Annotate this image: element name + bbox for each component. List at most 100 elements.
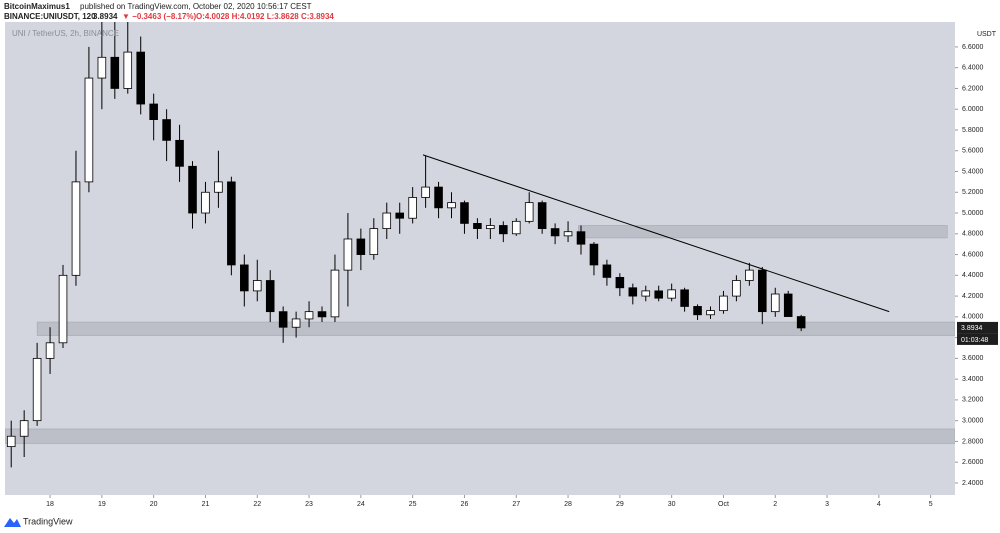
candle-body	[278, 311, 288, 328]
plot-area	[5, 22, 955, 468]
candle-body	[524, 202, 534, 222]
candle-body	[110, 56, 120, 89]
candle-body	[693, 306, 702, 316]
x-tick-label: 18	[46, 501, 54, 508]
zone	[578, 225, 948, 239]
candle-body	[149, 103, 158, 120]
candle-body	[770, 293, 780, 313]
x-tick-label: Oct	[718, 501, 729, 508]
price-axis	[955, 22, 1000, 495]
x-tick-label: 2	[773, 501, 777, 508]
candle-body	[680, 289, 689, 307]
y-tick-label: 3.2000	[962, 397, 984, 404]
candle-body	[563, 231, 573, 237]
candle-body	[201, 191, 210, 214]
candle-body	[732, 280, 741, 297]
y-tick-label: 2.8000	[962, 438, 984, 445]
candle-body	[97, 56, 107, 79]
candle-body	[628, 287, 638, 297]
last-price-box	[957, 321, 998, 334]
countdown-box	[957, 333, 998, 345]
y-tick-label: 2.4000	[962, 480, 984, 487]
candle-body	[796, 316, 806, 329]
candle-body	[6, 435, 16, 448]
x-tick-label: 21	[202, 501, 210, 508]
y-tick-label: 5.0000	[962, 210, 984, 217]
candle-body	[58, 274, 68, 344]
zone	[36, 321, 955, 336]
candle-body	[71, 181, 81, 276]
candle-body	[460, 202, 469, 224]
candle-body	[84, 77, 94, 183]
symbol: BINANCE:UNIUSDT, 120	[4, 12, 96, 21]
y-tick-label: 5.2000	[962, 189, 984, 196]
y-tick-label: 3.4000	[962, 376, 984, 383]
candle-body	[511, 220, 521, 235]
candle-body	[667, 289, 676, 299]
y-tick-label: 6.2000	[962, 85, 984, 92]
candle-body	[214, 181, 223, 193]
candle-body	[162, 119, 171, 141]
brand-logo	[4, 518, 21, 527]
y-tick-label: 4.2000	[962, 293, 984, 300]
candle-body	[602, 264, 612, 278]
plot-background	[5, 22, 955, 495]
published: published on TradingView.com, October 02…	[80, 2, 312, 11]
last-price-label: 3.8934	[961, 325, 983, 332]
ohlc: O:4.0028 H:4.0192 L:3.8628 C:3.8934	[196, 12, 334, 21]
candle-body	[382, 212, 392, 230]
price: 3.8934	[93, 12, 118, 21]
author: BitcoinMaximus1	[4, 2, 70, 11]
candle-body	[188, 165, 197, 214]
candle-body	[486, 225, 495, 230]
x-tick-label: 4	[877, 501, 881, 508]
candle-body	[706, 310, 715, 316]
candle-body	[758, 269, 767, 313]
candle-body	[304, 311, 314, 320]
candle-body	[330, 269, 340, 318]
change: ▼ −0.3463 (−8.17%)	[122, 12, 197, 21]
legend: UNI / TetherUS, 2h, BINANCE	[12, 29, 119, 38]
brand: TradingView	[23, 516, 73, 526]
candle-body	[45, 342, 55, 359]
y-tick-label: 4.0000	[962, 314, 984, 321]
y-tick-label: 4.8000	[962, 231, 984, 238]
candle-body	[434, 186, 443, 209]
y-tick-label: 4.6000	[962, 251, 984, 258]
x-tick-label: 22	[253, 501, 261, 508]
x-tick-label: 28	[564, 501, 572, 508]
x-tick-label: 19	[98, 501, 106, 508]
y-tick-label: 2.6000	[962, 459, 984, 466]
x-tick-label: 30	[668, 501, 676, 508]
x-tick-label: 3	[825, 501, 829, 508]
zone	[5, 428, 955, 444]
candle-body	[408, 197, 417, 219]
y-tick-label: 6.6000	[962, 44, 984, 51]
candle-body	[252, 280, 262, 292]
y-tick-label: 3.0000	[962, 418, 984, 425]
candle-body	[343, 238, 353, 271]
candle-body	[576, 231, 586, 245]
y-tick-label: 3.6000	[962, 355, 984, 362]
candle-body	[240, 264, 249, 292]
candle-body	[783, 293, 793, 317]
y-tick-label: 5.4000	[962, 168, 984, 175]
x-tick-label: 26	[461, 501, 469, 508]
candle-body	[291, 318, 301, 328]
currency: USDT	[977, 31, 997, 38]
x-tick-label: 29	[616, 501, 624, 508]
candle-body	[395, 212, 404, 219]
y-tick-label: 6.0000	[962, 106, 984, 113]
candle-body	[421, 186, 430, 198]
candle-body	[19, 420, 29, 437]
y-tick-label: 5.8000	[962, 127, 984, 134]
candle-body	[136, 51, 145, 105]
x-tick-label: 27	[512, 501, 520, 508]
y-tick-label: 6.4000	[962, 65, 984, 72]
x-tick-label: 20	[150, 501, 158, 508]
candle-body	[615, 276, 625, 289]
candle-body	[745, 269, 754, 281]
x-tick-label: 5	[929, 501, 933, 508]
candle-body	[123, 51, 133, 89]
